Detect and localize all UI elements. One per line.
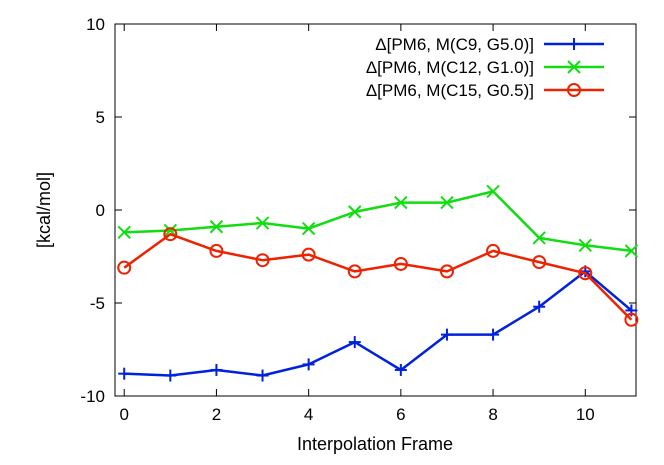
data-point	[624, 312, 639, 327]
axis-tick-labels: 0 2 4 6 8 10 -10 -5 0 5 10	[80, 15, 594, 424]
legend-item-2: Δ[PM6, M(C12, G1.0)]	[366, 58, 604, 77]
legend-label: Δ[PM6, M(C15, G0.5)]	[366, 81, 534, 100]
data-point	[348, 205, 362, 219]
legend-item-3: Δ[PM6, M(C15, G0.5)]	[366, 81, 604, 100]
data-point	[440, 195, 454, 210]
data-point	[439, 264, 454, 279]
series-line	[124, 190, 632, 253]
series-2	[117, 184, 639, 258]
x-tick-label: 10	[576, 405, 595, 424]
data-point	[532, 255, 547, 270]
data-point	[486, 184, 500, 199]
data-point	[255, 216, 270, 230]
y-axis-label: [kcal/mol]	[34, 172, 54, 248]
data-point	[163, 227, 178, 242]
data-point	[209, 220, 224, 234]
data-point	[117, 260, 132, 275]
x-tick-label: 4	[304, 405, 313, 424]
series-line	[123, 232, 633, 321]
legend-marker	[567, 83, 581, 97]
axis-ticks	[115, 23, 636, 397]
data-point	[624, 244, 639, 258]
data-point	[255, 253, 270, 268]
data-point	[532, 231, 546, 245]
data-point	[578, 266, 593, 281]
series-3	[117, 227, 639, 327]
x-tick-label: 6	[396, 405, 405, 424]
legend-label: Δ[PM6, M(C9, G5.0)]	[375, 35, 534, 54]
legend-marker	[567, 60, 581, 74]
series-line	[124, 270, 633, 377]
y-tick-label: 0	[96, 201, 105, 220]
series-1	[118, 265, 638, 382]
data-point	[301, 221, 316, 236]
data-point	[393, 256, 408, 271]
legend-item-1: Δ[PM6, M(C9, G5.0)]	[375, 35, 604, 54]
y-tick-label: 10	[86, 15, 105, 34]
data-point	[578, 238, 592, 253]
y-tick-label: 5	[96, 108, 105, 127]
series-layer	[117, 184, 639, 382]
legend: Δ[PM6, M(C9, G5.0)] Δ[PM6, M(C12, G1.0)] Δ…	[366, 35, 604, 100]
x-tick-label: 0	[119, 405, 128, 424]
data-point	[163, 223, 178, 238]
plot-frame	[114, 23, 637, 397]
legend-label: Δ[PM6, M(C12, G1.0)]	[366, 58, 534, 77]
data-point	[486, 243, 501, 258]
x-axis-label: Interpolation Frame	[297, 434, 453, 454]
x-tick-label: 2	[212, 405, 221, 424]
data-point	[394, 195, 408, 210]
data-point	[301, 247, 316, 262]
x-tick-label: 8	[488, 405, 497, 424]
y-tick-label: -5	[90, 294, 105, 313]
y-tick-label: -10	[80, 387, 105, 406]
data-point	[209, 243, 224, 258]
data-point	[347, 264, 362, 279]
data-point	[117, 225, 131, 240]
